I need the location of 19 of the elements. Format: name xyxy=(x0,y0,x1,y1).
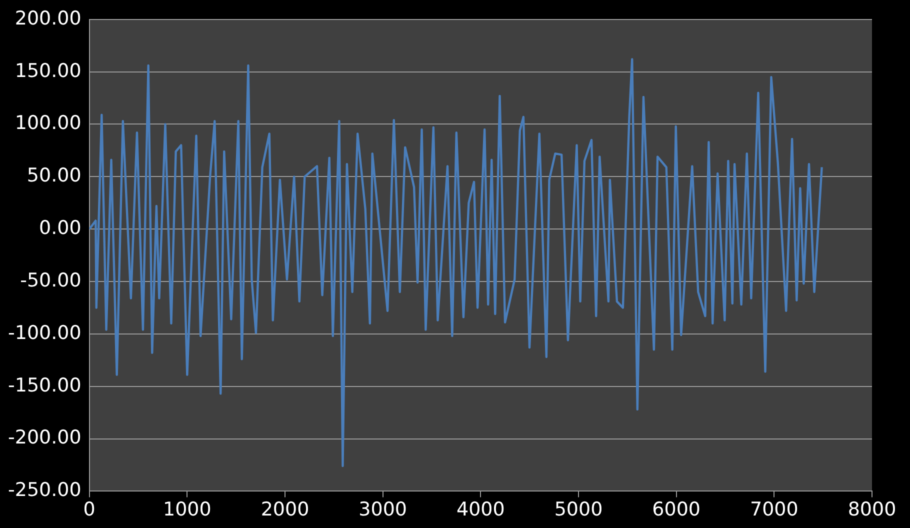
y-tick-label: -100.00 xyxy=(8,322,82,344)
x-tick-label: 5000 xyxy=(554,498,603,521)
y-tick-label: -250.00 xyxy=(8,479,82,502)
x-tick-label: 4000 xyxy=(456,498,505,521)
y-tick-label: 50.00 xyxy=(26,164,82,187)
x-tick-label: 3000 xyxy=(358,498,408,521)
x-tick-label: 1000 xyxy=(162,498,212,521)
y-tick-label: -50.00 xyxy=(20,269,82,292)
x-tick-label: 6000 xyxy=(652,498,701,521)
y-tick-label: 0.00 xyxy=(39,217,82,240)
y-tick-label: -200.00 xyxy=(8,426,82,449)
y-tick-label: -150.00 xyxy=(8,374,82,396)
y-tick-label: 200.00 xyxy=(14,7,82,30)
x-tick-label: 0 xyxy=(83,498,96,521)
x-tick-label: 7000 xyxy=(750,498,798,521)
x-tick-label: 2000 xyxy=(260,498,310,521)
y-tick-label: 100.00 xyxy=(14,112,82,134)
x-tick-label: 8000 xyxy=(848,498,896,521)
y-tick-label: 150.00 xyxy=(14,60,82,82)
